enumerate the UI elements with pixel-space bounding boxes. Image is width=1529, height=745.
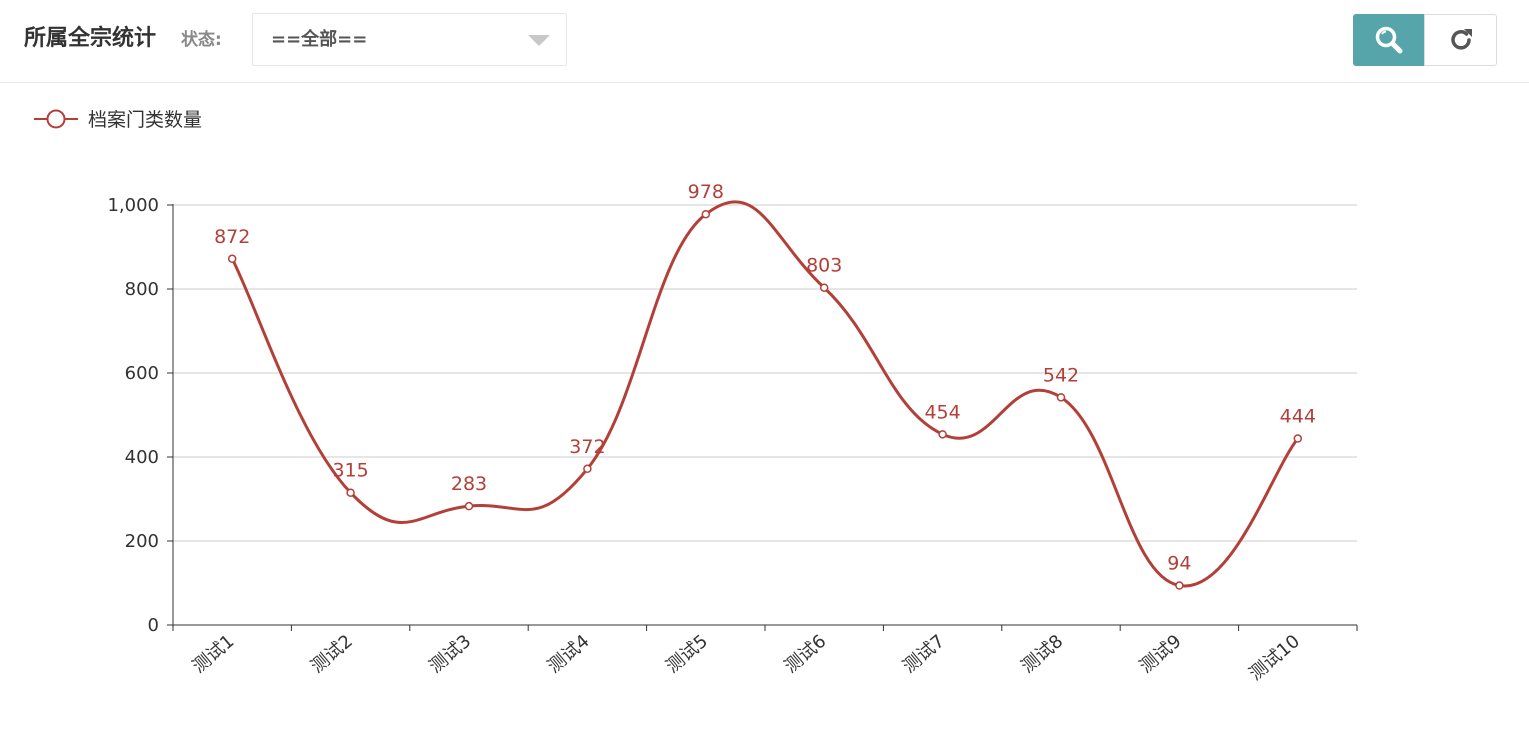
data-labels: 872 315 283 372 978 803 454 542 94 444 <box>214 181 1316 574</box>
data-point <box>583 464 592 474</box>
line-chart: 0 200 400 600 800 1,000 测试1 测试2 测试3 测试4 测试5 测试6 测试7… <box>34 109 1358 685</box>
data-label: 94 <box>1167 553 1191 575</box>
y-tick-label: 1,000 <box>107 195 159 216</box>
series-line-path <box>230 200 1299 588</box>
data-label: 872 <box>214 226 250 248</box>
data-point <box>1056 393 1066 402</box>
data-points <box>227 209 1303 590</box>
y-tick-label: 400 <box>125 447 159 468</box>
data-point <box>464 501 474 511</box>
x-tick-label: 测试2 <box>307 631 357 678</box>
data-point <box>701 209 711 219</box>
y-tick-label: 800 <box>125 279 159 300</box>
y-tick-label: 200 <box>125 531 159 552</box>
data-point <box>346 488 355 497</box>
series-line <box>230 200 1299 588</box>
data-label: 803 <box>806 255 842 277</box>
data-label: 315 <box>332 460 368 482</box>
search-button[interactable] <box>1353 14 1425 66</box>
data-label: 444 <box>1280 406 1316 428</box>
legend-label: 档案门类数量 <box>88 109 202 131</box>
page-title: 所属全宗统计 <box>24 26 157 51</box>
status-select-value: ==全部== <box>271 29 368 50</box>
toolbar: 所属全宗统计 状态: ==全部== <box>0 0 1529 83</box>
x-axis: 测试1 测试2 测试3 测试4 测试5 测试6 测试7 测试8 测试9 测试10 <box>172 624 1358 685</box>
x-tick-label: 测试4 <box>544 631 594 678</box>
refresh-button[interactable] <box>1424 14 1497 66</box>
x-tick-label: 测试3 <box>425 631 475 678</box>
status-label: 状态: <box>181 30 222 50</box>
data-label: 454 <box>924 401 960 423</box>
x-tick-label: 测试7 <box>899 631 949 678</box>
y-axis: 0 200 400 600 800 1,000 <box>107 195 174 636</box>
chevron-down-icon <box>528 35 550 46</box>
x-tick-label: 测试9 <box>1136 631 1186 678</box>
refresh-icon <box>1450 29 1472 50</box>
y-tick-label: 600 <box>125 363 159 384</box>
data-label: 542 <box>1043 364 1079 386</box>
status-select[interactable]: ==全部== <box>252 13 567 66</box>
x-tick-label: 测试1 <box>189 631 239 678</box>
data-label: 372 <box>569 436 605 458</box>
data-point <box>1293 434 1303 443</box>
x-tick-label: 测试8 <box>1017 631 1067 678</box>
legend[interactable]: 档案门类数量 <box>34 109 202 131</box>
data-label: 283 <box>451 473 487 495</box>
legend-marker <box>46 109 66 129</box>
data-point <box>938 430 947 439</box>
x-tick-label: 测试5 <box>662 631 712 678</box>
data-point <box>1175 581 1184 590</box>
x-tick-label: 测试10 <box>1245 631 1304 685</box>
x-tick-label: 测试6 <box>781 631 831 678</box>
grid-lines <box>173 204 1357 542</box>
search-icon <box>1375 26 1403 54</box>
data-label: 978 <box>688 181 724 203</box>
y-tick-label: 0 <box>148 615 159 636</box>
data-point <box>819 283 829 292</box>
data-point <box>227 254 237 264</box>
